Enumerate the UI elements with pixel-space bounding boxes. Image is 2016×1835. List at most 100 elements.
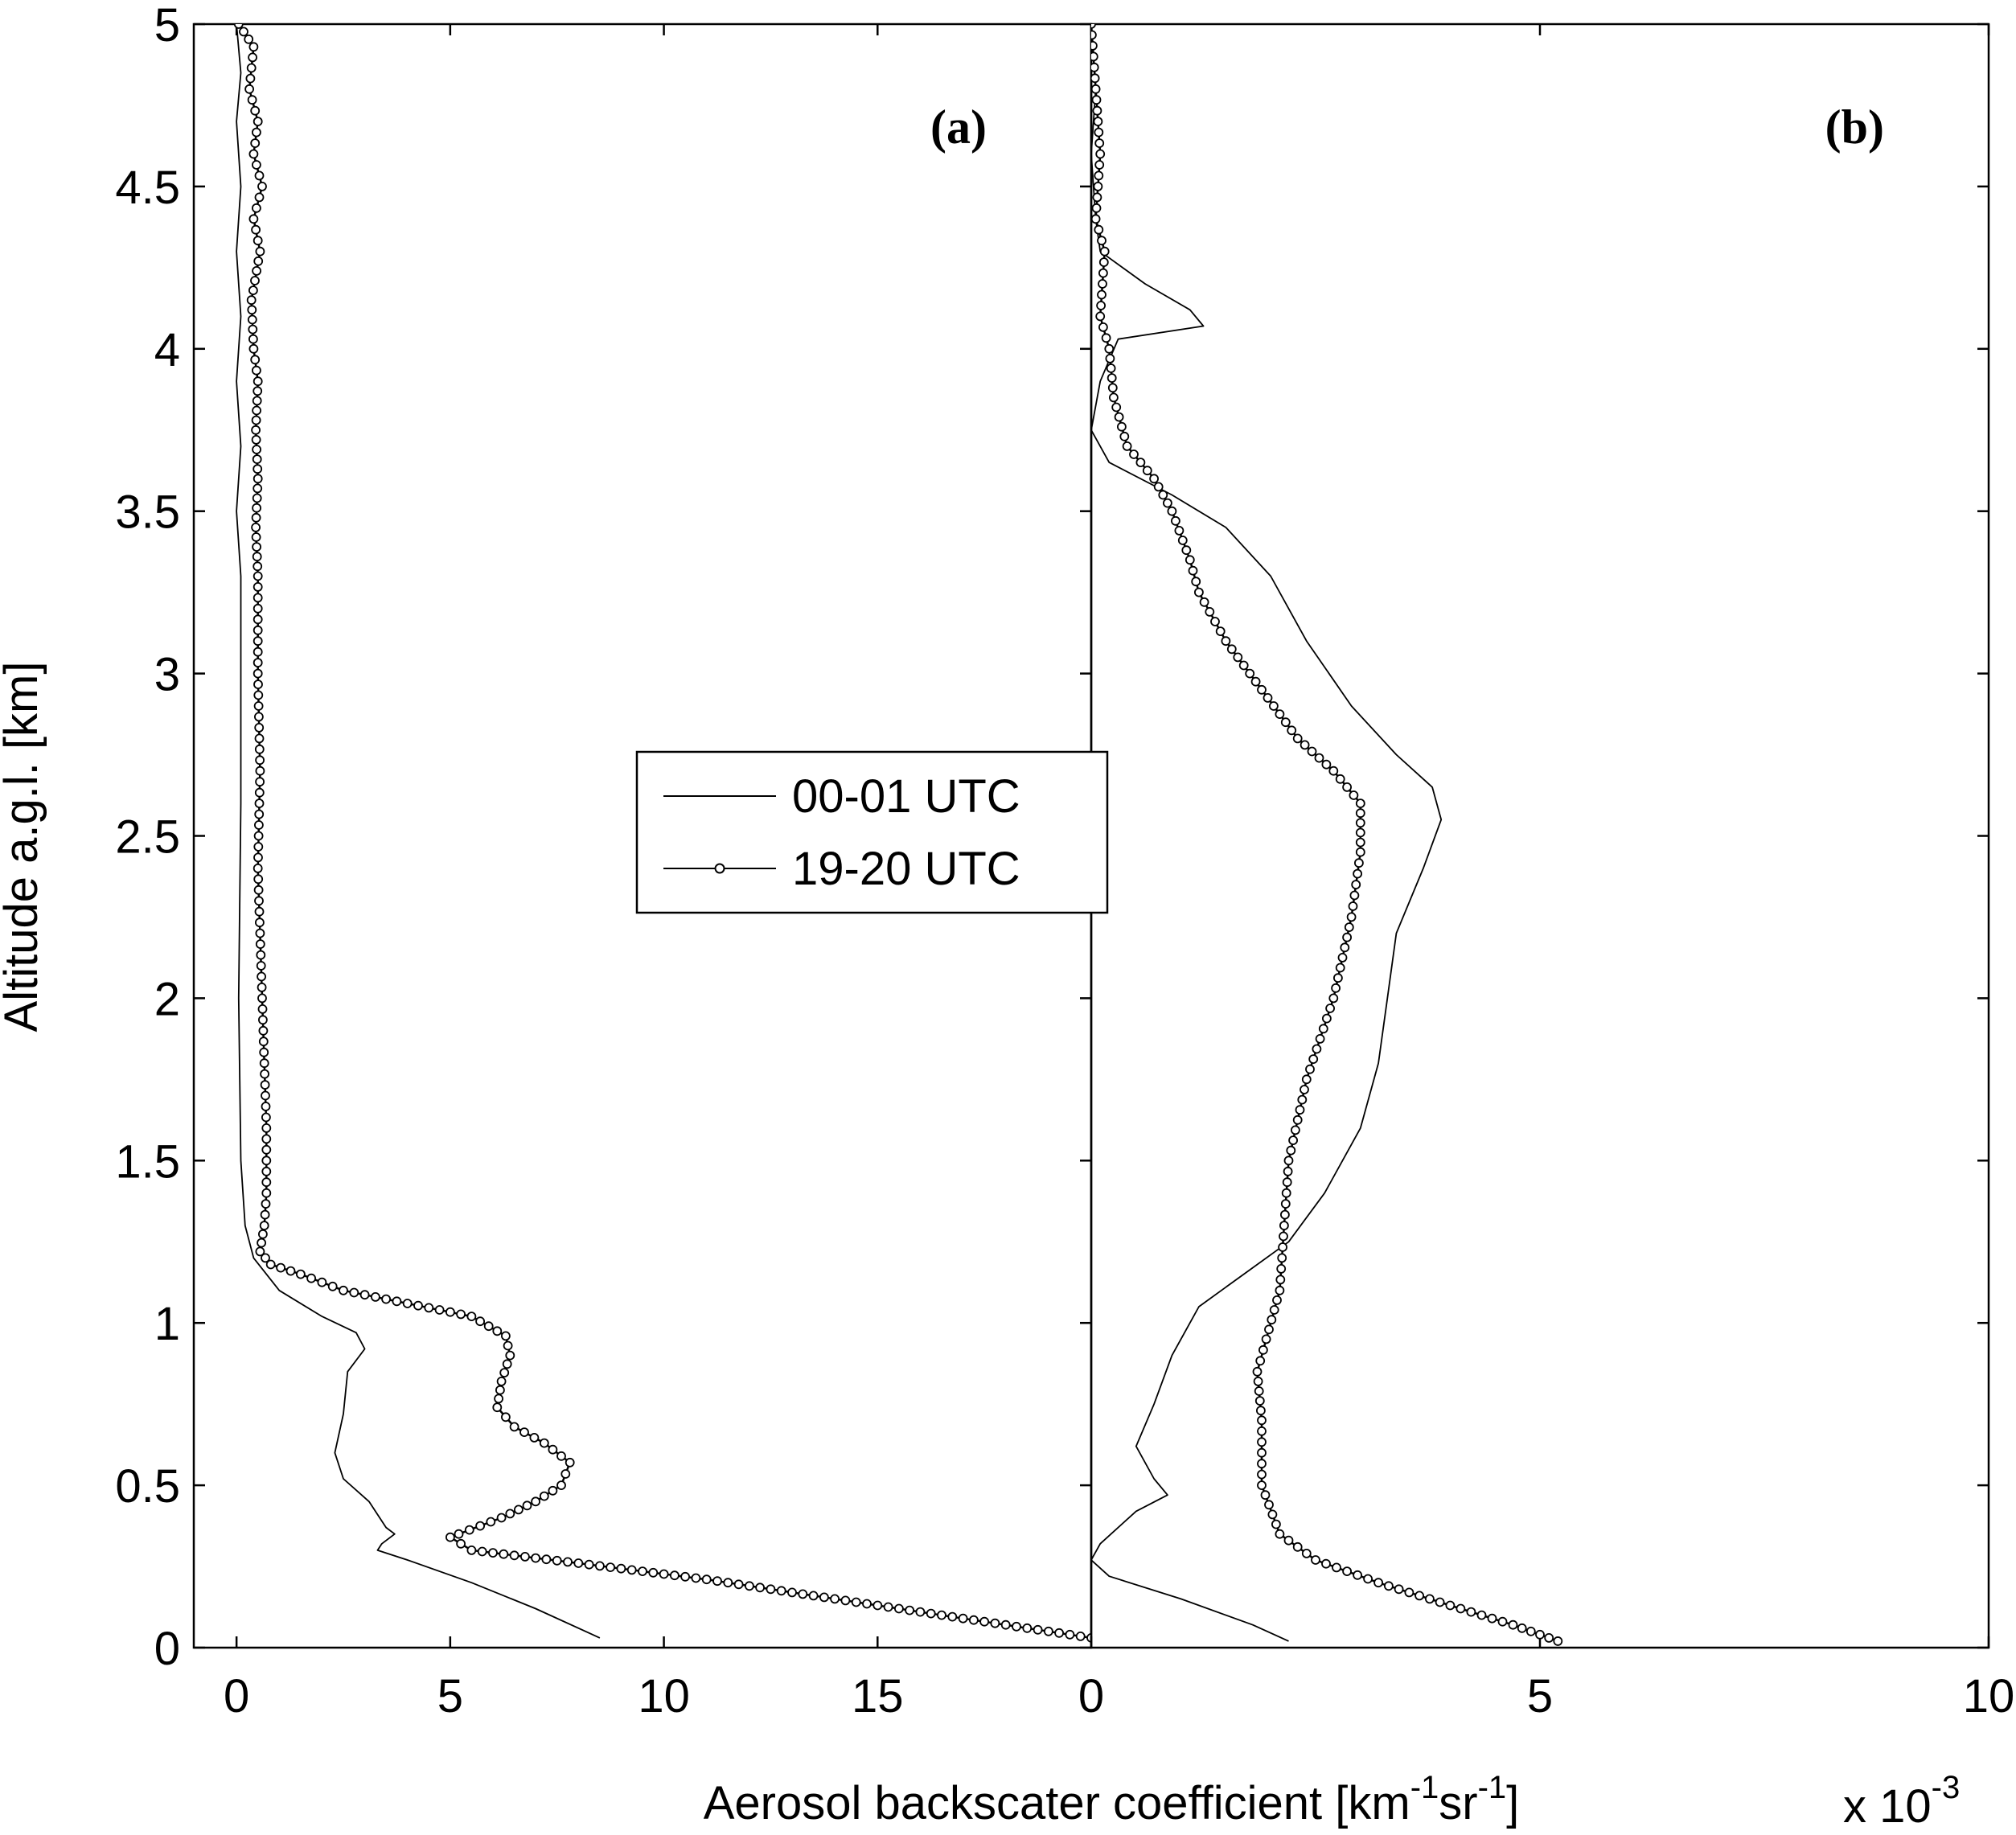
data-point bbox=[1094, 127, 1104, 138]
series-19-20 UTC bbox=[233, 24, 1091, 1643]
data-point bbox=[556, 1451, 566, 1461]
data-point bbox=[1321, 1558, 1331, 1569]
data-point bbox=[539, 1438, 549, 1448]
data-point bbox=[1091, 51, 1098, 62]
data-point bbox=[691, 1573, 701, 1583]
data-point bbox=[475, 1316, 485, 1327]
data-point bbox=[248, 214, 259, 224]
data-point bbox=[531, 1496, 540, 1507]
data-point bbox=[1466, 1607, 1476, 1617]
data-point bbox=[1091, 73, 1100, 84]
data-point bbox=[1254, 1386, 1264, 1396]
data-point bbox=[248, 52, 258, 63]
data-point bbox=[1091, 41, 1098, 51]
data-point bbox=[1205, 607, 1215, 617]
data-point bbox=[766, 1584, 776, 1595]
data-point bbox=[1107, 383, 1118, 393]
data-point bbox=[445, 1532, 455, 1542]
data-point bbox=[1349, 790, 1359, 800]
data-point bbox=[252, 493, 262, 503]
data-point bbox=[595, 1561, 605, 1571]
data-point bbox=[253, 647, 263, 657]
data-point bbox=[1210, 617, 1220, 626]
data-point bbox=[1348, 901, 1358, 911]
data-point bbox=[253, 474, 263, 484]
data-point bbox=[514, 1505, 524, 1515]
data-point bbox=[317, 1277, 327, 1287]
data-point bbox=[1292, 1541, 1303, 1552]
data-point bbox=[1300, 740, 1310, 750]
data-point bbox=[1098, 257, 1109, 268]
data-point bbox=[1264, 1500, 1274, 1510]
data-point bbox=[244, 34, 254, 44]
data-point bbox=[1257, 1459, 1267, 1469]
data-point bbox=[565, 1457, 575, 1468]
data-point bbox=[509, 1550, 519, 1561]
data-point bbox=[259, 1047, 269, 1057]
data-point bbox=[253, 256, 264, 266]
data-point bbox=[937, 1610, 946, 1620]
data-point bbox=[1277, 1253, 1287, 1263]
data-point bbox=[250, 138, 261, 149]
data-point bbox=[261, 1090, 270, 1101]
data-point bbox=[261, 1134, 272, 1144]
data-point bbox=[1091, 95, 1102, 105]
data-point bbox=[381, 1294, 392, 1304]
data-point bbox=[1292, 733, 1303, 744]
data-point bbox=[541, 1554, 552, 1565]
data-point bbox=[733, 1579, 744, 1590]
data-point bbox=[252, 503, 262, 513]
data-point bbox=[253, 593, 263, 603]
data-point bbox=[712, 1576, 722, 1587]
legend-label-19-20: 19-20 UTC bbox=[792, 843, 1020, 895]
data-point bbox=[250, 105, 261, 116]
data-point bbox=[1355, 847, 1365, 857]
data-point bbox=[1353, 1570, 1362, 1580]
data-point bbox=[253, 625, 263, 635]
data-point bbox=[915, 1607, 926, 1617]
data-point bbox=[1091, 214, 1101, 224]
data-point bbox=[261, 1253, 270, 1263]
data-point bbox=[349, 1287, 359, 1298]
data-point bbox=[926, 1608, 936, 1619]
data-point bbox=[1191, 577, 1201, 587]
data-point bbox=[248, 285, 258, 296]
data-point bbox=[1344, 922, 1354, 932]
data-point bbox=[1278, 1242, 1287, 1252]
data-point bbox=[1283, 1156, 1294, 1166]
legend: 00-01 UTC 19-20 UTC bbox=[635, 750, 1109, 914]
data-point bbox=[573, 1558, 584, 1568]
data-point bbox=[1109, 392, 1119, 403]
data-point bbox=[466, 1546, 477, 1555]
data-point bbox=[1098, 322, 1108, 332]
data-point bbox=[251, 425, 261, 435]
x-axis-label-part-3: ] bbox=[1506, 1777, 1519, 1829]
data-point bbox=[1095, 311, 1106, 322]
data-point bbox=[252, 396, 262, 406]
data-point bbox=[254, 918, 265, 928]
x-tick-label: 5 bbox=[1527, 1670, 1553, 1722]
data-point bbox=[1106, 363, 1116, 373]
data-point bbox=[253, 690, 264, 700]
y-tick-label: 5 bbox=[154, 0, 180, 51]
data-point bbox=[261, 1156, 272, 1166]
data-point bbox=[1142, 466, 1152, 476]
data-point bbox=[1312, 1044, 1322, 1054]
data-point bbox=[1280, 1199, 1291, 1209]
data-point bbox=[253, 874, 264, 885]
panel-label: (a) bbox=[930, 101, 987, 154]
data-point bbox=[1185, 555, 1195, 565]
data-point bbox=[1091, 24, 1096, 29]
data-point bbox=[260, 1080, 270, 1090]
y-tick-label: 0 bbox=[154, 1623, 180, 1675]
data-point bbox=[1346, 912, 1357, 922]
data-point bbox=[1275, 1285, 1285, 1295]
data-point bbox=[1279, 1231, 1288, 1242]
data-point bbox=[248, 343, 259, 354]
data-point bbox=[258, 1037, 269, 1047]
panel-label: (b) bbox=[1825, 101, 1884, 154]
data-point bbox=[257, 971, 267, 982]
data-point bbox=[252, 405, 262, 416]
x-tick-label: 15 bbox=[852, 1670, 904, 1722]
